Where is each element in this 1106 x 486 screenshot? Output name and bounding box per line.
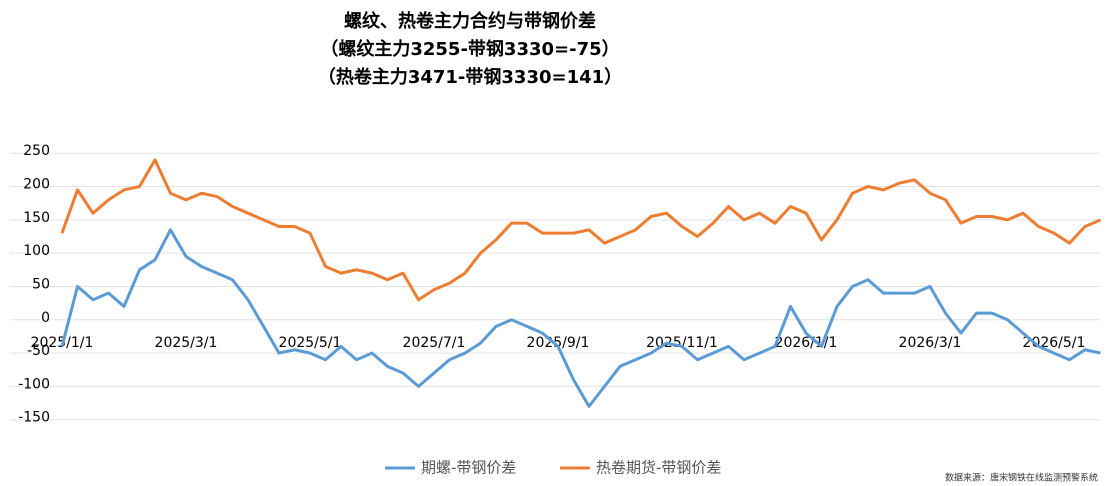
chart-subtitle: （螺纹主力3255-带钢3330=-75） <box>320 38 619 60</box>
series-line <box>60 228 1101 408</box>
y-tick-label: 250 <box>23 143 50 159</box>
y-tick-label: 150 <box>23 210 50 226</box>
x-tick-label: 2025/3/1 <box>155 335 218 351</box>
x-tick-label: 2026/1/1 <box>775 335 838 351</box>
chart-title: 螺纹、热卷主力合约与带钢价差 <box>344 10 596 32</box>
x-tick-label: 2025/7/1 <box>403 335 466 351</box>
series-line <box>60 158 1102 302</box>
x-tick-label: 2026/3/1 <box>899 335 962 351</box>
legend-label: 期螺-带钢价差 <box>421 459 516 477</box>
y-tick-label: 0 <box>41 310 50 326</box>
x-tick-label: 2025/11/1 <box>646 335 718 351</box>
source-note: 数据来源：唐宋钢铁在线监测预警系统 <box>945 472 1098 484</box>
y-tick-label: -150 <box>18 410 50 426</box>
x-tick-label: 2025/5/1 <box>279 335 342 351</box>
y-tick-label: -100 <box>18 376 50 392</box>
legend-label: 热卷期货-带钢价差 <box>596 459 721 477</box>
y-tick-label: 100 <box>23 243 50 259</box>
y-tick-label: 200 <box>23 177 50 193</box>
x-tick-label: 2026/5/1 <box>1023 335 1086 351</box>
x-tick-label: 2025/9/1 <box>527 335 590 351</box>
chart-subtitle: （热卷主力3471-带钢3330=141） <box>318 66 622 88</box>
y-tick-label: 50 <box>32 276 50 292</box>
y-tick-label: -50 <box>27 343 50 359</box>
